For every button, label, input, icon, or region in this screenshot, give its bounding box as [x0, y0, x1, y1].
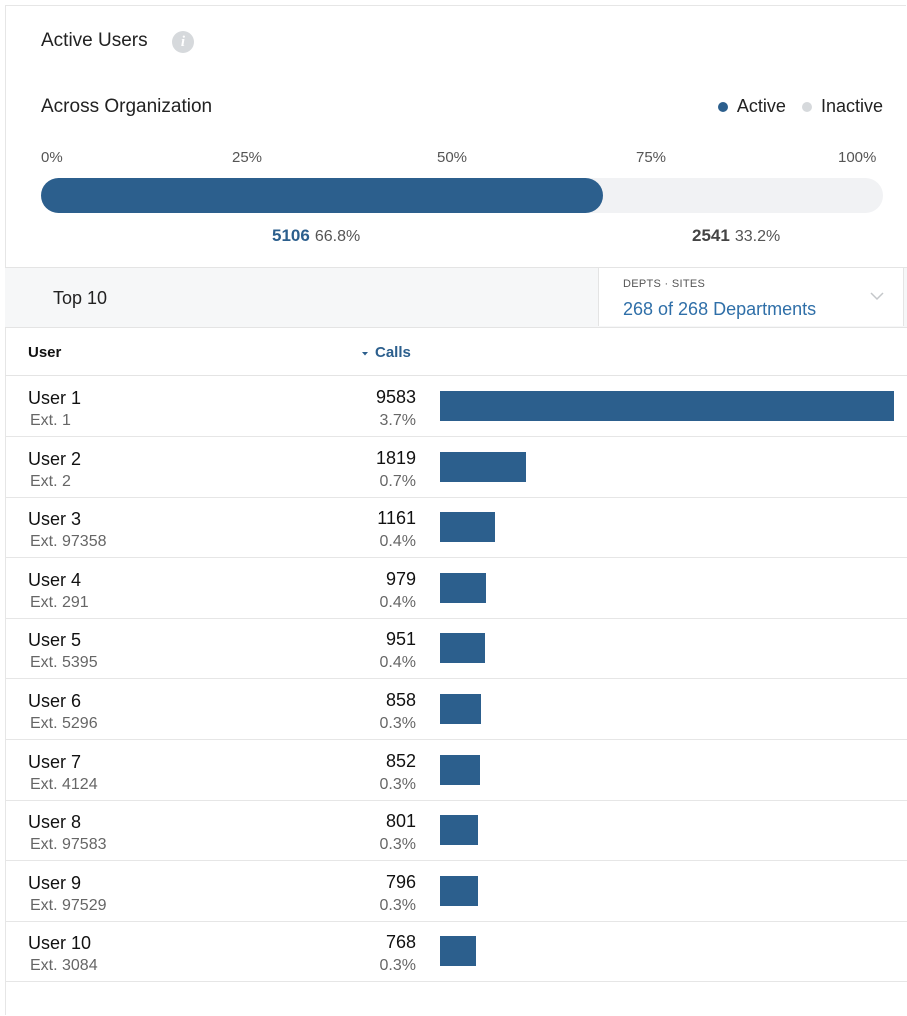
user-name: User 4 [28, 569, 82, 590]
legend: Active Inactive [717, 96, 883, 117]
chevron-down-icon [870, 292, 884, 301]
call-count: 796 [385, 871, 416, 892]
user-name: User 8 [28, 812, 82, 833]
table-row[interactable]: User 1 Ext. 1 9583 3.7% [5, 376, 907, 437]
active-dot-icon [717, 101, 728, 112]
calls-bar [440, 815, 478, 846]
user-extension: Ext. 291 [30, 593, 89, 611]
calls-bar [440, 936, 476, 967]
call-count: 768 [385, 932, 416, 953]
user-name: User 1 [28, 388, 82, 408]
call-count: 9583 [375, 387, 416, 407]
legend-item-active[interactable]: Active [717, 96, 786, 117]
call-count: 1161 [377, 508, 416, 529]
inactive-count: 2541 [692, 226, 730, 245]
call-percent: 0.3% [379, 896, 416, 914]
user-extension: Ext. 97529 [30, 896, 107, 914]
calls-column-header[interactable]: Calls [360, 344, 411, 361]
call-percent: 0.3% [379, 836, 416, 854]
user-extension: Ext. 2 [30, 472, 71, 490]
inactive-percent: 33.2% [734, 228, 781, 245]
calls-bar [440, 512, 495, 543]
table-row[interactable]: User 4 Ext. 291 979 0.4% [5, 558, 907, 619]
active-progress-track [41, 178, 883, 213]
departments-dropdown[interactable]: DEPTS · SITES 268 of 268 Departments [598, 268, 904, 326]
user-extension: Ext. 1 [30, 412, 71, 429]
user-name: User 2 [28, 448, 82, 469]
table-row[interactable]: User 6 Ext. 5296 858 0.3% [5, 679, 907, 740]
scale-tick-25: 25% [232, 149, 263, 166]
widget-title: Active Users [41, 30, 148, 51]
call-percent: 0.7% [379, 472, 416, 490]
info-icon[interactable]: i [172, 31, 194, 53]
user-name: User 7 [28, 751, 82, 772]
call-percent: 3.7% [379, 412, 416, 429]
table-row[interactable]: User 8 Ext. 97583 801 0.3% [5, 800, 907, 862]
calls-bar [440, 875, 478, 906]
table-row[interactable]: User 2 Ext. 2 1819 0.7% [5, 437, 907, 498]
top-10-label: Top 10 [53, 288, 108, 308]
call-count: 852 [385, 750, 416, 771]
dropdown-value: 268 of 268 Departments [623, 299, 817, 319]
calls-bar [440, 694, 481, 724]
calls-bar [440, 633, 485, 664]
widget-subtitle: Across Organization [41, 96, 213, 117]
user-name: User 3 [28, 509, 82, 530]
header-divider [5, 375, 907, 376]
user-extension: Ext. 3084 [30, 957, 98, 975]
user-extension: Ext. 4124 [30, 775, 98, 793]
active-count: 5106 [272, 226, 310, 245]
table-row[interactable]: User 3 Ext. 97358 1161 0.4% [5, 497, 907, 559]
table-row[interactable]: User 7 Ext. 4124 852 0.3% [5, 740, 907, 801]
call-count: 1819 [375, 447, 416, 468]
user-extension: Ext. 97583 [30, 836, 107, 854]
sort-down-icon [362, 351, 368, 355]
calls-bar [440, 572, 486, 603]
calls-bar [440, 754, 480, 785]
user-name: User 6 [28, 691, 82, 711]
call-percent: 0.4% [379, 533, 416, 551]
user-name: User 10 [28, 933, 92, 954]
scale-tick-75: 75% [636, 149, 667, 166]
active-progress-fill [41, 178, 604, 213]
table-row[interactable]: User 10 Ext. 3084 768 0.3% [5, 921, 907, 983]
call-percent: 0.3% [379, 715, 416, 732]
call-count: 801 [385, 811, 416, 832]
table-row[interactable]: User 9 Ext. 97529 796 0.3% [5, 861, 907, 922]
call-percent: 0.4% [379, 593, 416, 611]
active-stat: 5106 66.8% [272, 226, 360, 246]
inactive-dot-icon [801, 101, 812, 112]
dropdown-label: DEPTS · SITES [623, 278, 706, 290]
calls-header-label: Calls [375, 344, 411, 361]
user-name: User 5 [28, 630, 82, 651]
legend-inactive-label: Inactive [820, 96, 883, 116]
scale-tick-0: 0% [41, 149, 63, 166]
active-users-panel [5, 5, 906, 1015]
legend-active-label: Active [736, 96, 786, 116]
call-percent: 0.3% [379, 957, 416, 975]
user-name: User 9 [28, 872, 82, 893]
user-extension: Ext. 5296 [30, 715, 98, 732]
user-extension: Ext. 97358 [30, 533, 107, 551]
active-percent: 66.8% [314, 228, 361, 245]
call-count: 979 [385, 568, 416, 589]
inactive-stat: 2541 33.2% [692, 226, 780, 246]
legend-item-inactive[interactable]: Inactive [801, 96, 883, 117]
table-row[interactable]: User 5 Ext. 5395 951 0.4% [5, 618, 907, 680]
scale-tick-100: 100% [838, 149, 877, 166]
user-extension: Ext. 5395 [30, 654, 98, 672]
call-count: 951 [385, 629, 416, 650]
calls-bar [440, 451, 526, 482]
scale-tick-50: 50% [437, 149, 468, 166]
call-percent: 0.3% [379, 775, 416, 793]
calls-bar [440, 391, 894, 421]
call-count: 858 [385, 690, 416, 710]
user-column-header: User [28, 344, 62, 361]
call-percent: 0.4% [379, 654, 416, 672]
